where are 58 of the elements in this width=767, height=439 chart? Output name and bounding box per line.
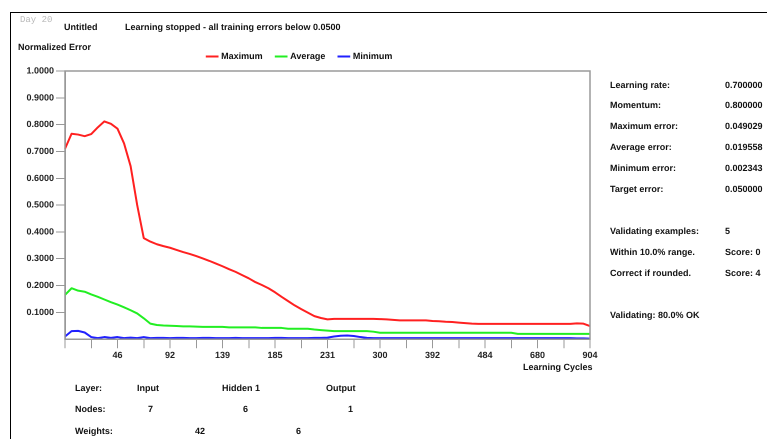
text: 1 [348, 404, 354, 414]
y-tick-label: 0.2000 [26, 280, 54, 290]
text: Within 10.0% range. [610, 247, 695, 257]
text: Average error: [610, 142, 672, 152]
chart-title: Untitled [64, 22, 98, 32]
chart-subtitle: Learning stopped - all training errors below 0.0500 [125, 22, 341, 32]
y-tick-label: 0.8000 [26, 119, 54, 130]
text: 6 [296, 426, 302, 436]
text: Weights: [75, 426, 113, 436]
text: Nodes: [75, 404, 106, 414]
text: 0.002343 [725, 163, 763, 173]
text: 0.700000 [725, 80, 763, 90]
text: 42 [195, 426, 206, 436]
text: Correct if rounded. [610, 268, 692, 278]
x-tick-label: 92 [164, 350, 176, 360]
y-tick-label: 0.9000 [26, 92, 54, 102]
text: Learning rate: [610, 80, 670, 90]
x-tick-label: 300 [372, 350, 388, 360]
x-tick-label: 904 [582, 350, 598, 360]
x-tick-label: 680 [530, 350, 546, 360]
y-tick-label: 0.1000 [26, 306, 54, 317]
text: Score: 4 [725, 268, 761, 278]
text: Layer: [75, 383, 102, 393]
x-tick-label: 46 [112, 350, 123, 360]
x-tick-label: 484 [477, 350, 493, 360]
x-tick-label: 392 [424, 350, 440, 360]
y-tick-label: 0.7000 [26, 146, 54, 156]
legend-label: Minimum [352, 50, 392, 61]
legend-label: Average [290, 50, 326, 61]
text: Momentum: [610, 100, 661, 110]
text: 0.050000 [725, 184, 763, 194]
text: Validating examples: [610, 226, 700, 236]
text: 7 [148, 404, 154, 414]
text: Maximum error: [610, 121, 678, 131]
text: Validating: 80.0% OK [610, 310, 700, 320]
x-tick-label: 185 [267, 350, 283, 360]
y-tick-label: 1.0000 [26, 65, 54, 76]
y-tick-label: 0.4000 [26, 226, 54, 236]
y-tick-label: 0.5000 [26, 200, 54, 210]
text: Input [137, 383, 159, 393]
text: 5 [725, 226, 730, 236]
text: Score: 0 [725, 247, 761, 257]
text: Day 20 [20, 15, 52, 25]
y-axis-title: Normalized Error [18, 42, 92, 52]
x-tick-label: 139 [214, 350, 230, 360]
text: Target error: [610, 184, 664, 194]
x-tick-label: 231 [320, 350, 336, 360]
text: Hidden 1 [222, 383, 260, 393]
text: 0.049029 [725, 121, 763, 131]
text: Output [326, 383, 356, 393]
text: 0.019558 [725, 142, 763, 152]
y-tick-label: 0.6000 [26, 172, 54, 183]
text: 0.800000 [725, 100, 763, 110]
legend-label: Maximum [221, 50, 263, 61]
x-axis-title: Learning Cycles [523, 362, 593, 372]
text: Minimum error: [610, 163, 676, 173]
text: 6 [243, 404, 248, 414]
y-tick-label: 0.3000 [26, 253, 54, 264]
